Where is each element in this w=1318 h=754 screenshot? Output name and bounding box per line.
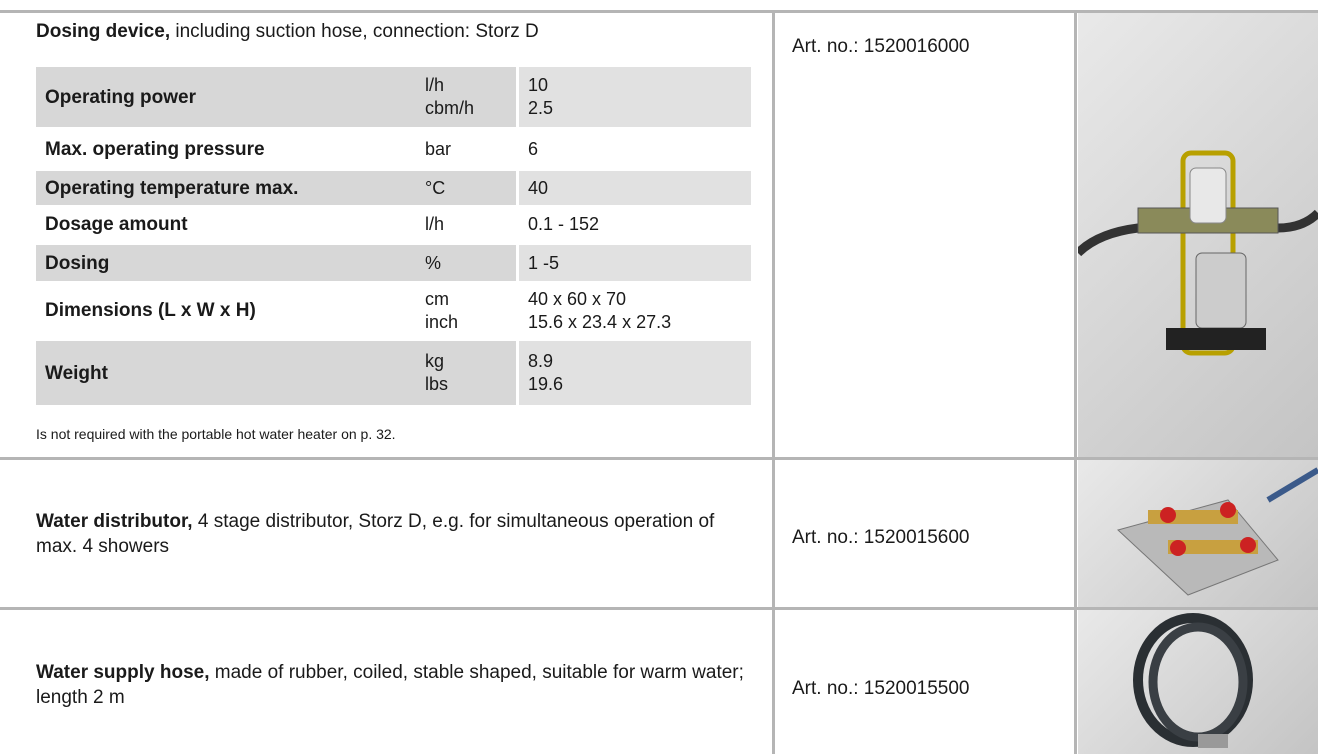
spec-values: 40 — [519, 171, 751, 205]
spec-values: 6 — [519, 131, 751, 168]
spec-unit: cbm/h — [425, 98, 475, 118]
spec-label: Max. operating pressure — [36, 131, 416, 168]
spec-units: % — [416, 245, 516, 281]
spec-value: 10 — [528, 75, 549, 95]
spec-values: 40 x 60 x 70 15.6 x 23.4 x 27.3 — [519, 284, 751, 337]
spec-value: 8.9 — [528, 351, 554, 371]
spec-value: 40 x 60 x 70 — [528, 288, 627, 309]
spec-unit: l/h — [425, 214, 445, 234]
article-number: Art. no.: 1520016000 — [792, 36, 970, 57]
spec-value: 19.6 — [528, 374, 564, 394]
spec-units: l/h — [416, 208, 516, 241]
spec-unit: bar — [425, 139, 452, 159]
spec-unit: inch — [425, 311, 459, 332]
product-image — [1078, 610, 1318, 754]
spec-unit: °C — [425, 177, 446, 198]
spec-value: 40 — [528, 177, 549, 198]
spec-label: Weight — [36, 341, 416, 405]
spec-unit: l/h — [425, 75, 445, 95]
spec-value: 15.6 x 23.4 x 27.3 — [528, 311, 672, 332]
spec-units: kg lbs — [416, 341, 516, 405]
hose-illustration — [1133, 613, 1253, 748]
divider — [0, 607, 1318, 610]
spec-units: cm inch — [416, 284, 516, 337]
spec-label: Operating temperature max. — [36, 171, 416, 205]
spec-value: 1 -5 — [528, 252, 560, 273]
spec-label: Operating power — [36, 67, 416, 127]
spec-unit: cm — [425, 288, 449, 309]
divider — [0, 457, 1318, 460]
divider — [772, 10, 775, 754]
product-description: Water distributor, 4 stage distributor, … — [36, 511, 715, 557]
spec-units: l/h cbm/h — [416, 67, 516, 127]
article-number: Art. no.: 1520015600 — [792, 527, 970, 548]
spec-label: Dosing — [36, 245, 416, 281]
divider — [1074, 10, 1077, 754]
spec-label: Dimensions (L x W x H) — [36, 284, 416, 337]
dosing-device-illustration — [1074, 150, 1318, 356]
distributor-illustration — [1117, 467, 1318, 596]
spec-values: 0.1 - 152 — [519, 208, 751, 241]
note: Is not required with the portable hot wa… — [36, 426, 396, 442]
spec-unit: kg — [425, 351, 445, 371]
product-description: Dosing device, including suction hose, c… — [36, 21, 539, 42]
product-image — [1074, 13, 1318, 457]
spec-value: 6 — [528, 139, 539, 159]
spec-values: 10 2.5 — [519, 67, 751, 127]
spec-values: 8.9 19.6 — [519, 341, 751, 405]
product-description: Water supply hose, made of rubber, coile… — [36, 662, 744, 708]
article-number: Art. no.: 1520015500 — [792, 678, 970, 699]
spec-unit: % — [425, 252, 442, 273]
spec-value: 0.1 - 152 — [528, 214, 600, 234]
spec-unit: lbs — [425, 374, 449, 394]
spec-units: bar — [416, 131, 516, 168]
divider — [0, 10, 1318, 13]
spec-label: Dosage amount — [36, 208, 416, 241]
spec-values: 1 -5 — [519, 245, 751, 281]
spec-units: °C — [416, 171, 516, 205]
spec-value: 2.5 — [528, 98, 554, 118]
product-image — [1078, 460, 1318, 607]
